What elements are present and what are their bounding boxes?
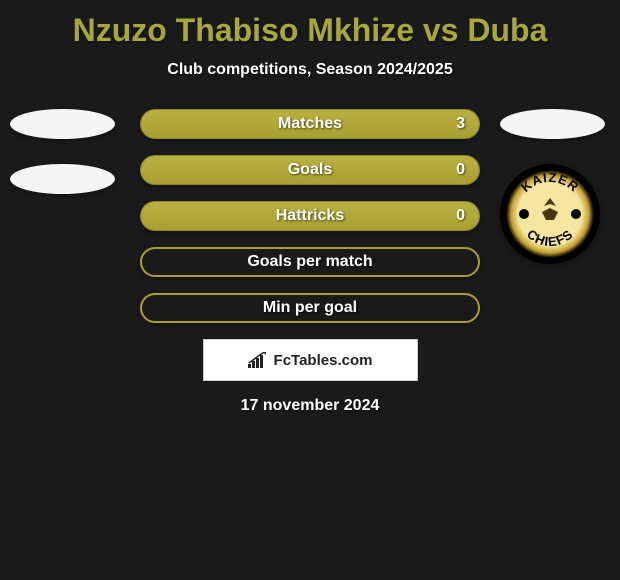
stat-label: Matches — [278, 115, 342, 133]
stat-label: Hattricks — [276, 207, 344, 225]
attribution-box: FcTables.com — [203, 339, 418, 381]
player-ellipse-placeholder — [10, 109, 115, 139]
player-ellipse-placeholder — [500, 109, 605, 139]
stat-label: Goals — [288, 161, 332, 179]
club-badge: KAIZER CHIEFS — [500, 164, 600, 264]
stat-bar-goals-per-match: Goals per match — [140, 247, 480, 277]
stat-bar-hattricks: Hattricks 0 — [140, 201, 480, 231]
kaizer-chiefs-badge-icon: KAIZER CHIEFS — [500, 164, 600, 264]
comparison-content: KAIZER CHIEFS Matches 3 Goals 0 Hattrick… — [0, 109, 620, 415]
page-title: Nzuzo Thabiso Mkhize vs Duba — [0, 0, 620, 49]
svg-text:KAIZER: KAIZER — [518, 170, 582, 195]
stat-label: Goals per match — [247, 253, 372, 271]
svg-text:CHIEFS: CHIEFS — [524, 226, 576, 249]
stat-value: 0 — [456, 207, 465, 225]
stat-label: Min per goal — [263, 299, 357, 317]
stat-bar-matches: Matches 3 — [140, 109, 480, 139]
stat-value: 0 — [456, 161, 465, 179]
stat-bar-min-per-goal: Min per goal — [140, 293, 480, 323]
date-text: 17 november 2024 — [10, 397, 610, 415]
page-subtitle: Club competitions, Season 2024/2025 — [0, 61, 620, 79]
stat-bar-goals: Goals 0 — [140, 155, 480, 185]
stat-bars: Matches 3 Goals 0 Hattricks 0 Goals per … — [140, 109, 480, 323]
attribution-text: FcTables.com — [274, 352, 373, 369]
stat-value: 3 — [456, 115, 465, 133]
left-player-column — [10, 109, 120, 219]
fctables-logo-icon — [248, 352, 268, 368]
right-player-column: KAIZER CHIEFS — [500, 109, 610, 264]
player-ellipse-placeholder — [10, 164, 115, 194]
